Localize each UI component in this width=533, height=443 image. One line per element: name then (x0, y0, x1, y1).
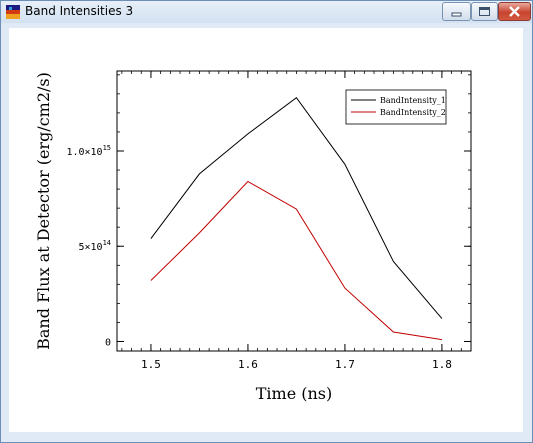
legend-label: BandIntensity_2 (380, 108, 446, 117)
series-line-BandIntensity_1 (150, 96, 443, 319)
close-icon (509, 6, 520, 17)
maximize-button[interactable] (471, 2, 498, 21)
legend-box (345, 89, 447, 125)
title-bar[interactable]: Band Intensities 3 (1, 1, 532, 23)
window-title: Band Intensities 3 (25, 4, 134, 18)
y-axis-label: Band Flux at Detector (erg/cm2/s) (34, 72, 53, 350)
maximize-icon (479, 7, 490, 16)
x-tick-label: 1.5 (141, 358, 161, 371)
plot-frame (116, 70, 472, 352)
series-line-BandIntensity_2 (150, 180, 442, 341)
y-tick-label: 1.0×1015 (66, 144, 111, 158)
minimize-icon (451, 12, 462, 17)
x-tick-label: 1.8 (432, 358, 452, 371)
x-tick-label: 1.6 (238, 358, 258, 371)
y-tick-label: 0 (105, 337, 111, 348)
y-tick-label: 5×1014 (78, 239, 111, 253)
chart-panel: 1.5 1.6 1.7 1.8 0 5×1014 1.0×1015 Time (ns) Band… (9, 28, 523, 432)
line-chart: 1.5 1.6 1.7 1.8 0 5×1014 1.0×1015 Time (ns) Band… (34, 70, 472, 403)
close-button[interactable] (498, 2, 531, 21)
spectrum-app-icon (6, 5, 20, 19)
legend-label: BandIntensity_1 (380, 96, 446, 105)
x-tick-label: 1.7 (335, 358, 355, 371)
x-axis-label: Time (ns) (256, 384, 333, 403)
minimize-button[interactable] (442, 2, 471, 21)
